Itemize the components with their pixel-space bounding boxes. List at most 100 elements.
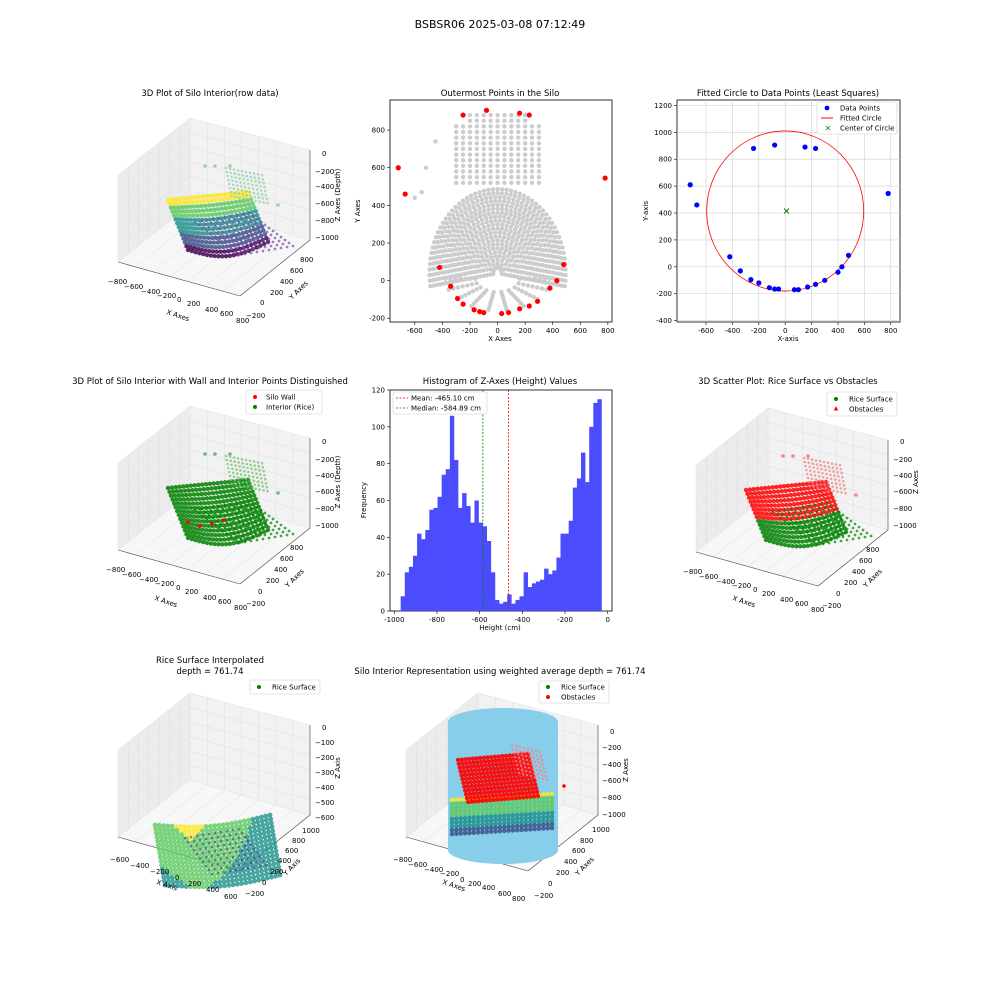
scan-point — [816, 486, 819, 489]
scan-point — [255, 239, 259, 243]
surface-point — [267, 866, 273, 872]
rice-surface-point — [471, 811, 477, 817]
legend-label: Obstacles — [561, 694, 596, 702]
scan-point — [827, 519, 831, 523]
scan-point — [832, 489, 835, 493]
panel-3d-raw-axes — [117, 117, 311, 297]
gray-point — [510, 217, 516, 223]
panel-3d-raw-zticks: 0 −200 −400 −600 −800 −1000 — [315, 150, 339, 242]
gray-point — [554, 249, 559, 254]
gray-point — [472, 254, 477, 259]
scan-point — [833, 529, 837, 533]
surface-point — [270, 853, 275, 859]
surface-point — [228, 860, 232, 864]
surface-point — [186, 824, 192, 830]
surface-point — [269, 874, 274, 880]
panel-histogram-title: Histogram of Z-Axes (Height) Values — [423, 377, 578, 387]
scan-point — [799, 501, 804, 506]
surface-point — [227, 837, 233, 843]
scan-point — [807, 526, 811, 530]
scan-point — [869, 534, 873, 538]
rice-surface-point — [541, 795, 546, 801]
gray-point — [522, 180, 528, 185]
scan-point — [813, 503, 817, 507]
gray-point — [529, 163, 535, 169]
scan-point — [257, 523, 261, 527]
scan-point — [233, 527, 237, 531]
gray-point — [508, 246, 513, 252]
gray-point — [477, 206, 482, 211]
scan-point — [193, 537, 198, 543]
scan-point — [244, 494, 249, 500]
surface-point — [261, 859, 265, 863]
scan-point — [249, 218, 253, 222]
rice-surface-point — [471, 815, 477, 820]
gray-point — [428, 284, 433, 289]
surface-point — [254, 865, 260, 871]
scan-point — [170, 497, 175, 502]
surface-point — [264, 817, 269, 823]
obstacle-point — [521, 779, 526, 784]
surface-point — [252, 828, 258, 834]
gray-point — [450, 238, 455, 243]
scan-point — [253, 464, 257, 467]
scan-point — [805, 519, 809, 523]
scan-point — [217, 211, 223, 217]
surface-point — [182, 852, 188, 858]
scan-point — [257, 196, 261, 199]
rice-surface-point — [458, 812, 463, 817]
gray-point — [518, 254, 523, 259]
gray-point — [480, 221, 485, 227]
scan-point — [805, 468, 808, 472]
hist-bar — [490, 572, 496, 611]
gray-point — [522, 152, 528, 157]
obstacle-point — [511, 788, 517, 793]
y-tick-label: -200 — [369, 315, 385, 323]
surface-point — [230, 882, 236, 888]
y-tick: −200 — [822, 602, 841, 610]
scan-point — [275, 243, 279, 247]
gray-point — [476, 254, 481, 259]
obstacle-point — [464, 764, 470, 770]
grid-line — [189, 736, 311, 771]
surface-point — [198, 856, 202, 860]
scan-point — [261, 227, 265, 231]
obstacle-point — [538, 750, 542, 754]
scan-point — [813, 474, 817, 477]
data-point — [835, 269, 841, 275]
scan-point — [221, 241, 225, 245]
panel-silo-representation-yticks: −200 0 200 400 600 800 1000 — [534, 826, 610, 900]
scan-point — [239, 469, 242, 472]
scan-point — [174, 209, 179, 214]
obstacle-point — [504, 773, 509, 778]
obstacle-point — [523, 750, 527, 754]
gray-point — [542, 276, 547, 281]
gray-point — [534, 229, 540, 234]
scan-point — [799, 520, 803, 524]
scan-point — [178, 221, 184, 226]
scan-point — [831, 533, 835, 537]
gray-point — [511, 263, 516, 268]
gray-point — [443, 264, 448, 269]
scan-point — [220, 532, 226, 538]
surface-point — [207, 823, 213, 829]
scan-point — [205, 229, 209, 233]
hist-bar — [585, 482, 590, 611]
gray-point — [438, 254, 443, 260]
scan-point — [213, 164, 217, 168]
gray-point — [457, 201, 462, 206]
scan-point — [192, 195, 197, 200]
x-axis-line — [695, 551, 819, 587]
scan-point — [265, 230, 269, 234]
surface-point — [271, 861, 277, 867]
rice-surface-point — [471, 826, 477, 832]
scan-point — [182, 488, 187, 493]
grid-line — [117, 161, 191, 219]
gray-point — [497, 198, 502, 204]
scan-point — [242, 202, 248, 208]
gray-point — [525, 213, 530, 219]
scan-point — [255, 505, 259, 509]
hist-bar — [482, 526, 488, 611]
legend-label: Interior (Rice) — [266, 404, 314, 412]
legend-x-marker: × — [825, 124, 832, 133]
